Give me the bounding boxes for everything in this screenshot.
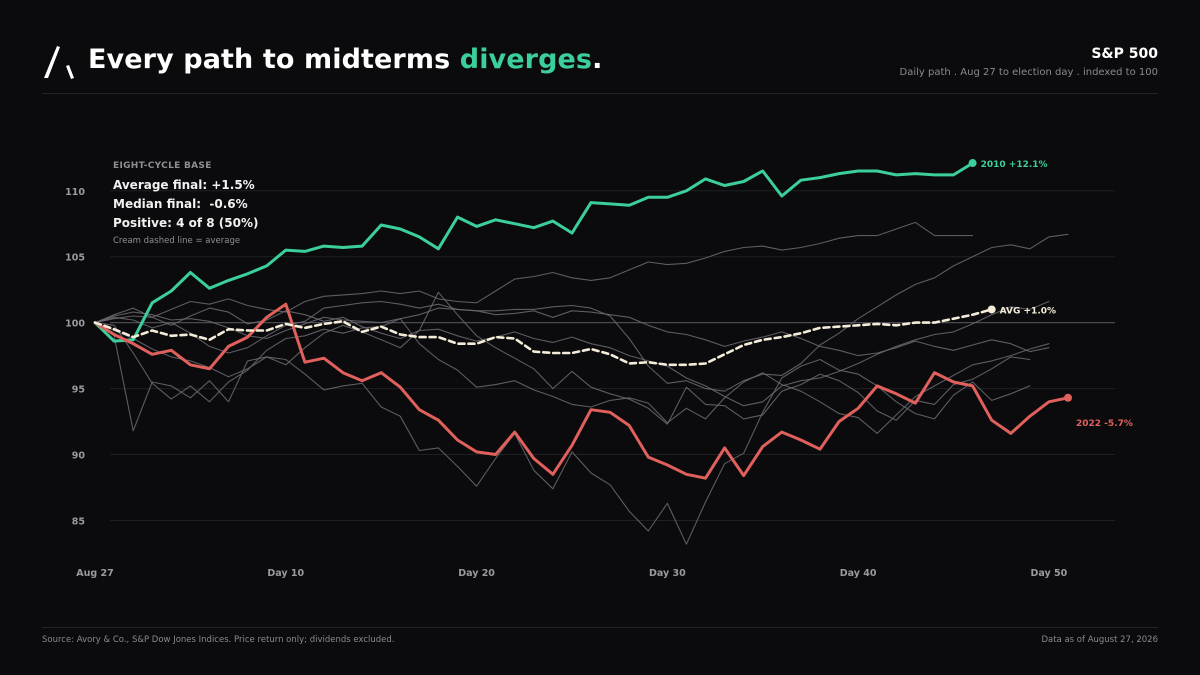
x-tick-label: Day 30 [649, 568, 686, 579]
x-tick-label: Aug 27 [76, 568, 113, 579]
as-of-date: Data as of August 27, 2026 [1041, 635, 1158, 645]
title-highlight: diverges [459, 44, 593, 75]
title-prefix: Every path to midterms [88, 44, 451, 75]
series-end-dot [968, 159, 977, 168]
y-tick-label: 105 [65, 253, 85, 264]
series-end-dot [1064, 393, 1072, 402]
background-paths [94, 221, 1069, 545]
background-path-line [94, 300, 1050, 407]
stat-positive: Positive: 4 of 8 (50%) [113, 216, 259, 230]
chart-subtitle: Daily path . Aug 27 to election day . in… [899, 67, 1158, 78]
background-path-line [94, 318, 1050, 434]
series-end-dot [987, 305, 996, 314]
x-tick-label: Day 50 [1031, 568, 1068, 579]
stats-panel: EIGHT-CYCLE BASE Average final: +1.5% Me… [113, 161, 258, 246]
background-path-line [94, 233, 1069, 392]
stats-title: EIGHT-CYCLE BASE [113, 161, 212, 171]
page-title: Every path to midterms diverges. [88, 44, 602, 75]
end-labels: 2010 +12.1% 2022 -5.7% AVG +1.0% [981, 160, 1133, 429]
series-line-green [93, 161, 975, 343]
background-path-line [94, 291, 1031, 425]
y-tick-label: 90 [72, 451, 86, 462]
series-end-label: AVG +1.0% [1000, 306, 1056, 316]
stats-note: Cream dashed line = average [113, 236, 241, 246]
header-divider [42, 93, 1158, 94]
series-line-red [93, 302, 1070, 480]
background-path-line [94, 221, 974, 324]
stat-median: Median final: -0.6% [113, 197, 248, 211]
footer-divider [42, 627, 1158, 628]
background-path-line [94, 322, 1031, 545]
stat-average: Average final: +1.5% [113, 178, 255, 192]
series-name: S&P 500 [1091, 46, 1158, 62]
title-suffix: . [592, 44, 603, 75]
axis-labels: 85 90 95 100 105 110 Aug 27 Day 10 Day 20 Day 30 D… [65, 187, 1068, 579]
x-tick-label: Day 40 [840, 568, 877, 579]
y-tick-label: 85 [72, 516, 85, 527]
y-tick-label: 95 [72, 385, 85, 396]
highlight-paths [93, 159, 1072, 480]
background-path-line [94, 307, 1050, 357]
series-line-average [93, 308, 994, 367]
x-tick-label: Day 20 [458, 568, 495, 579]
series-end-label: 2022 -5.7% [1076, 419, 1133, 429]
series-end-label: 2010 +12.1% [981, 160, 1048, 170]
x-tick-label: Day 10 [267, 568, 304, 579]
y-tick-label: 110 [65, 187, 85, 198]
series-header: S&P 500 Daily path . Aug 27 to election … [900, 46, 1158, 78]
source-note: Source: Avory & Co., S&P Dow Jones Indic… [42, 635, 395, 645]
brand-logo [44, 46, 74, 79]
y-tick-label: 100 [65, 319, 85, 330]
